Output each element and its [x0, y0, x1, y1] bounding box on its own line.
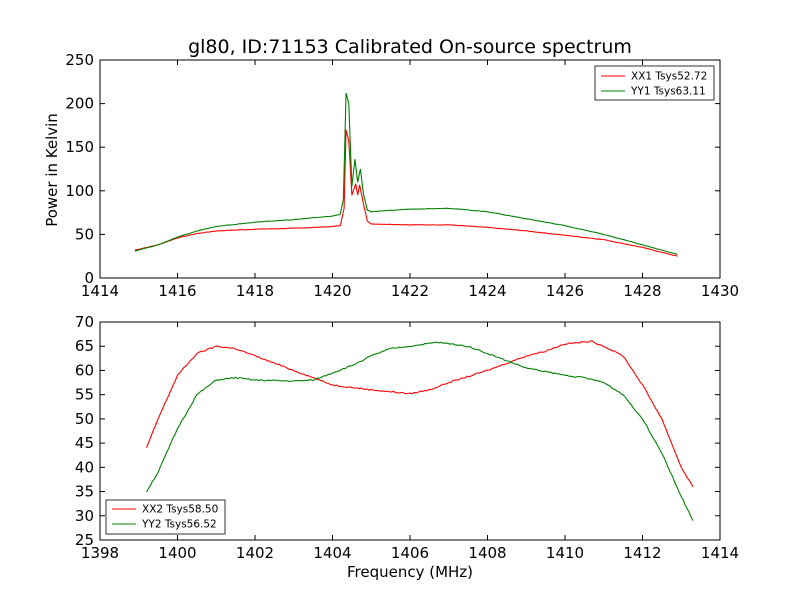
chart-title: gl80, ID:71153 Calibrated On-source spec… — [188, 36, 632, 58]
x-axis-label: Frequency (MHz) — [347, 563, 473, 581]
y-tick-label: 45 — [75, 434, 94, 452]
x-tick-label: 1406 — [391, 544, 429, 562]
y-tick-label: 150 — [65, 138, 94, 156]
y-tick-label: 50 — [75, 225, 94, 243]
legend-box — [594, 65, 715, 101]
y-tick-label: 60 — [75, 361, 94, 379]
legend-label-xx1: XX1 Tsys52.72 — [631, 71, 707, 83]
bottom-chart: Frequency (MHz) 1398 1400 1402 1404 1406 1408… — [75, 313, 739, 581]
top-chart: gl80, ID:71153 Calibrated On-source spec… — [43, 36, 739, 300]
y-tick-label: 50 — [75, 410, 94, 428]
x-tick-label: 1424 — [468, 282, 506, 300]
series-line-yy1 — [134, 92, 678, 255]
bottom-legend: XX2 Tsys58.50 YY2 Tsys56.52 — [105, 499, 226, 535]
x-tick-label: 1400 — [158, 544, 196, 562]
y-tick-label: 250 — [65, 51, 94, 69]
top-series-lines — [134, 92, 678, 257]
x-tick-label: 1402 — [236, 544, 274, 562]
top-axis-ticks: 1414 1416 1418 1420 1422 1424 1426 1428 1430 0 50 1… — [65, 51, 739, 300]
x-tick-label: 1426 — [546, 282, 584, 300]
x-tick-label: 1416 — [158, 282, 196, 300]
x-tick-label: 1410 — [546, 544, 584, 562]
top-legend: XX1 Tsys52.72 YY1 Tsys63.11 — [594, 65, 715, 101]
y-tick-label: 70 — [75, 313, 94, 331]
y-tick-label: 65 — [75, 337, 94, 355]
series-line-xx2 — [145, 340, 694, 487]
bottom-series-lines — [145, 340, 694, 521]
x-tick-label: 1398 — [81, 544, 119, 562]
y-tick-label: 40 — [75, 458, 94, 476]
y-tick-label: 55 — [75, 386, 94, 404]
y-tick-label: 200 — [65, 95, 94, 113]
y-tick-label: 100 — [65, 182, 94, 200]
y-tick-label: 35 — [75, 483, 94, 501]
series-line-xx1 — [134, 129, 678, 257]
legend-label-xx2: XX2 Tsys58.50 — [142, 504, 218, 516]
legend-label-yy1: YY1 Tsys63.11 — [630, 86, 706, 98]
x-tick-label: 1420 — [313, 282, 351, 300]
y-tick-label: 25 — [75, 531, 94, 549]
y-tick-label: 30 — [75, 507, 94, 525]
y-tick-label: 0 — [84, 269, 94, 287]
series-line-yy2 — [146, 341, 694, 521]
x-tick-label: 1422 — [391, 282, 429, 300]
x-tick-label: 1412 — [623, 544, 661, 562]
x-tick-label: 1404 — [313, 544, 351, 562]
y-axis-label: Power in Kelvin — [43, 113, 61, 227]
x-tick-label: 1414 — [81, 282, 119, 300]
x-tick-label: 1414 — [701, 544, 739, 562]
x-tick-label: 1430 — [701, 282, 739, 300]
x-tick-label: 1428 — [623, 282, 661, 300]
plot-frame-bottom — [99, 321, 721, 541]
x-tick-label: 1418 — [236, 282, 274, 300]
plot-frame-top — [99, 59, 721, 279]
legend-box — [105, 499, 226, 535]
legend-label-yy2: YY2 Tsys56.52 — [141, 519, 217, 531]
x-tick-label: 1408 — [468, 544, 506, 562]
